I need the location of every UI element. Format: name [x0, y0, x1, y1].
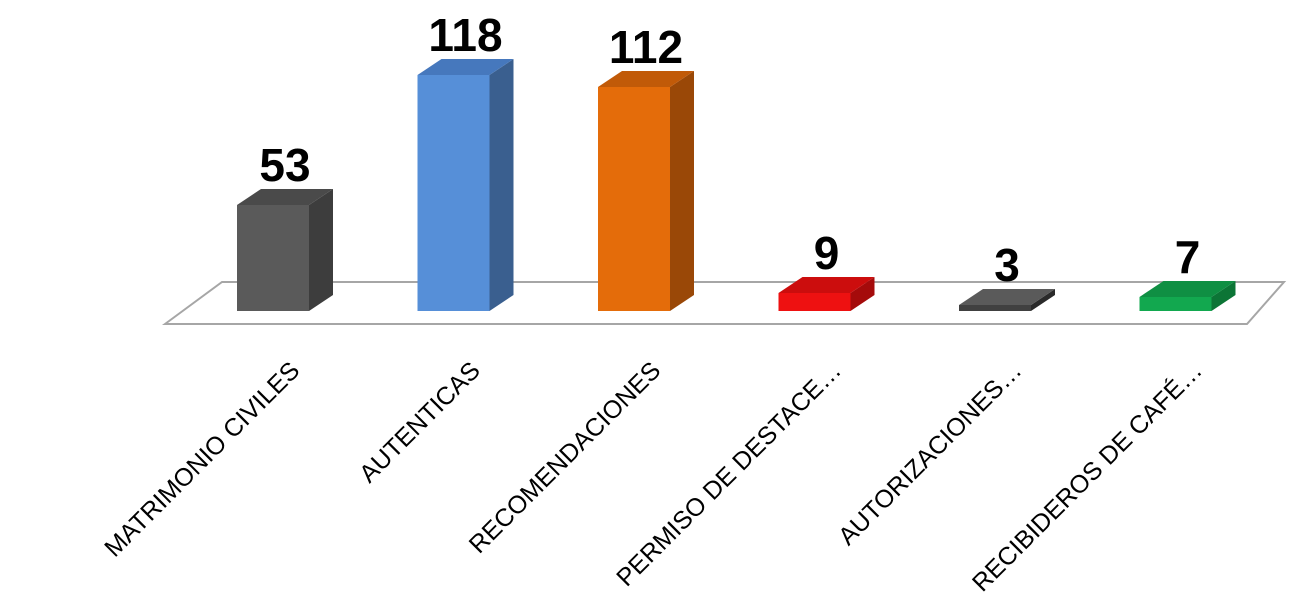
bar-side-autenticas [489, 59, 514, 311]
bar-top-matrimonio-civiles [237, 189, 333, 205]
bar-side-matrimonio-civiles [309, 189, 333, 311]
bar-top-permiso-de-destace [778, 277, 875, 293]
data-label-matrimonio-civiles: 53 [259, 139, 310, 191]
data-label-permiso-de-destace: 9 [814, 227, 840, 279]
bar-side-recomendaciones [670, 71, 694, 311]
data-label-autenticas: 118 [428, 9, 502, 61]
bar-matrimonio-civiles [237, 189, 333, 311]
bar-top-recibideros-de-caf [1139, 281, 1236, 297]
data-labels-group: 53 118 112 9 3 7 [259, 9, 1200, 291]
data-label-recomendaciones: 112 [609, 21, 683, 73]
bar-side-recibideros-de-caf [1211, 281, 1236, 311]
bar-autenticas [417, 59, 514, 311]
bars-group [237, 59, 1236, 311]
category-labels-group: MATRIMONIO CIVILES AUTENTICASRECOMENDACIO… [99, 356, 1208, 598]
category-label-autorizaciones: AUTORIZACIONES… [833, 356, 1027, 550]
bar-autorizaciones [959, 289, 1055, 311]
bar-front-matrimonio-civiles [237, 205, 309, 311]
bar-side-autorizaciones [1031, 289, 1055, 311]
bar-front-autenticas [417, 75, 490, 311]
category-label-matrimonio-civiles: MATRIMONIO CIVILES [99, 356, 305, 562]
bar-front-recomendaciones [598, 87, 670, 311]
bar-front-autorizaciones [959, 305, 1031, 311]
bar-front-permiso-de-destace [778, 293, 851, 311]
bar-top-autorizaciones [959, 289, 1055, 305]
bar-permiso-de-destace [778, 277, 875, 311]
data-label-recibideros-de-caf: 7 [1175, 231, 1201, 283]
bar-side-permiso-de-destace [850, 277, 875, 311]
category-label-recomendaciones: RECOMENDACIONES [464, 356, 666, 558]
bar-top-autenticas [417, 59, 514, 75]
bar-recibideros-de-caf [1139, 281, 1236, 311]
bar-recomendaciones [598, 71, 694, 311]
bar-front-recibideros-de-caf [1139, 297, 1212, 311]
chart-floor [161, 281, 1287, 325]
bar-top-recomendaciones [598, 71, 694, 87]
category-label-autenticas: AUTENTICAS [354, 356, 486, 488]
data-label-autorizaciones: 3 [994, 239, 1020, 291]
